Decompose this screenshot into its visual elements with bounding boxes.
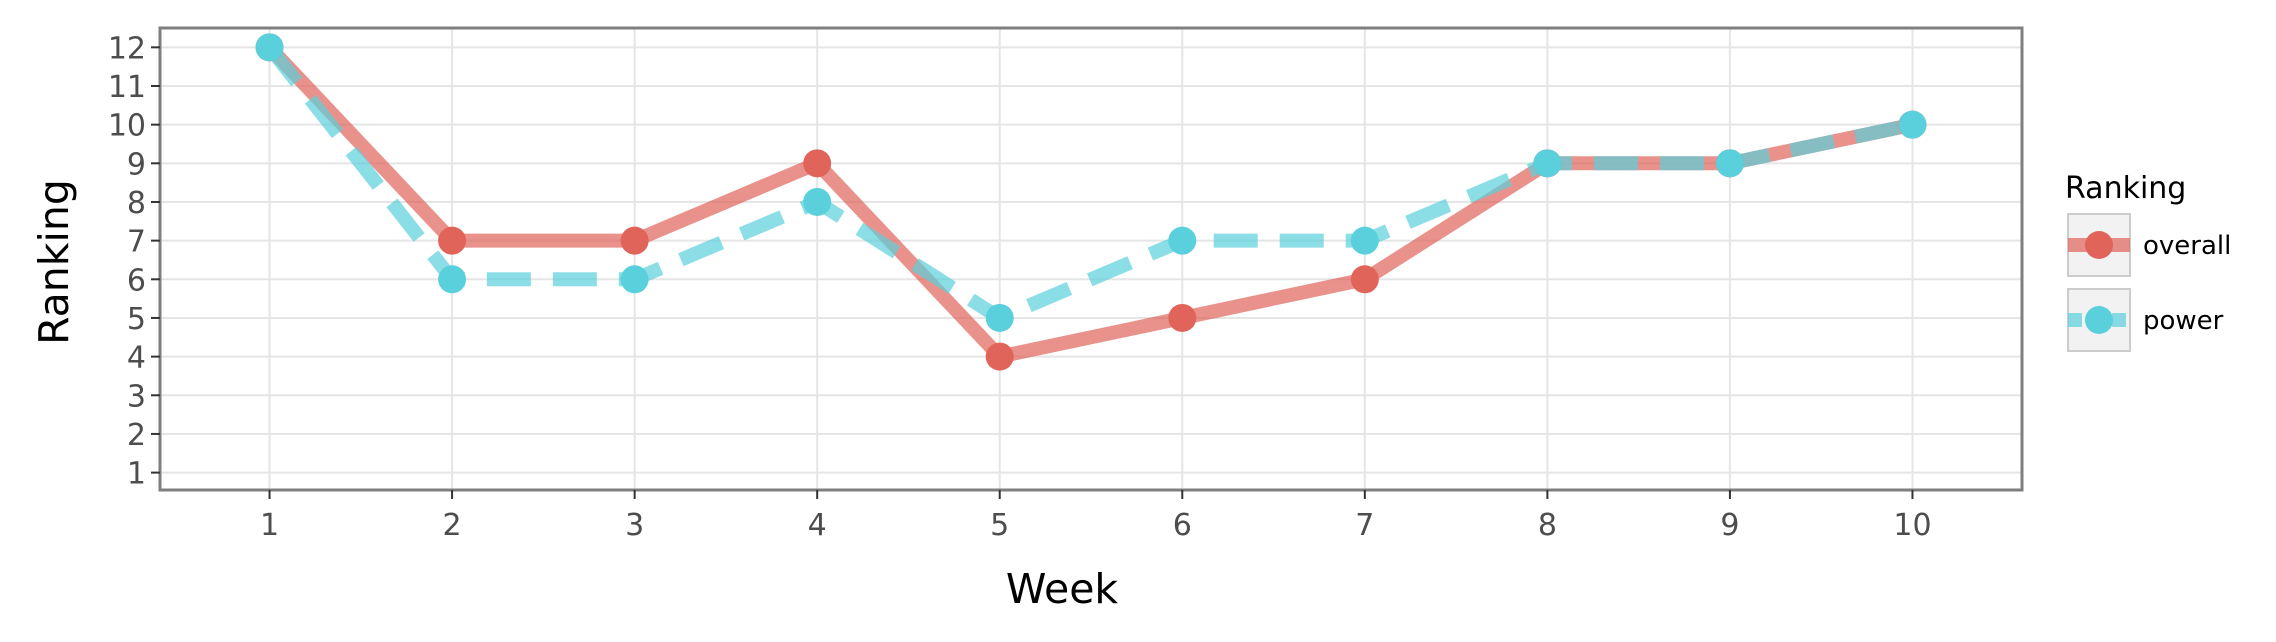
data-point-power <box>1715 149 1744 178</box>
y-tick-label: 3 <box>127 379 146 414</box>
data-point-overall <box>1168 303 1197 332</box>
series-line-power <box>263 42 1914 325</box>
x-tick-label: 6 <box>1173 508 1192 543</box>
x-tick-label: 2 <box>443 508 462 543</box>
y-tick-label: 2 <box>127 418 146 453</box>
data-point-power <box>438 265 467 294</box>
x-tick-label: 3 <box>625 508 644 543</box>
x-tick-label: 5 <box>990 508 1009 543</box>
x-tick-label: 10 <box>1893 508 1931 543</box>
data-point-overall <box>620 226 649 255</box>
y-tick-label: 9 <box>127 147 146 182</box>
x-axis-title: Week <box>1006 565 1119 613</box>
plot-area <box>160 28 2022 490</box>
legend-label-overall: overall <box>2143 231 2231 261</box>
x-tick-label: 1 <box>260 508 279 543</box>
y-tick-label: 5 <box>127 302 146 337</box>
data-point-overall <box>1350 265 1379 294</box>
legend-label-power: power <box>2143 306 2224 336</box>
series-lines <box>263 42 1914 364</box>
y-tick-label: 6 <box>127 263 146 298</box>
data-point-overall <box>985 342 1014 371</box>
x-tick-label: 8 <box>1538 508 1557 543</box>
data-point-overall <box>438 226 467 255</box>
legend-point-overall <box>2085 231 2113 259</box>
data-points <box>255 33 1927 371</box>
data-point-power <box>1898 110 1927 139</box>
y-tick-label: 12 <box>108 31 146 66</box>
plot-border <box>158 26 2024 492</box>
data-point-power <box>255 33 284 62</box>
y-tick-label: 4 <box>127 341 146 376</box>
x-axis-ticks: 1 2 3 4 5 6 7 8 9 10 <box>260 490 1932 543</box>
plot-background <box>160 28 2022 490</box>
data-point-power <box>620 265 649 294</box>
data-point-power <box>1350 226 1379 255</box>
plot-frame <box>158 26 2024 492</box>
x-tick-label: 7 <box>1355 508 1374 543</box>
legend-title: Ranking <box>2065 171 2186 206</box>
y-axis-title: Ranking <box>30 179 78 345</box>
y-tick-label: 7 <box>127 225 146 260</box>
data-point-power <box>1533 149 1562 178</box>
data-point-power <box>1168 226 1197 255</box>
x-tick-label: 4 <box>808 508 827 543</box>
legend-point-power <box>2085 306 2113 334</box>
y-tick-label: 1 <box>127 457 146 492</box>
data-point-power <box>803 187 832 216</box>
y-tick-label: 11 <box>108 70 146 105</box>
y-tick-label: 8 <box>127 186 146 221</box>
data-point-overall <box>803 149 832 178</box>
x-tick-label: 9 <box>1720 508 1739 543</box>
legend: Ranking overall power <box>2065 171 2231 352</box>
y-tick-label: 10 <box>108 109 146 144</box>
data-point-power <box>985 303 1014 332</box>
series-line-overall <box>264 42 1914 364</box>
